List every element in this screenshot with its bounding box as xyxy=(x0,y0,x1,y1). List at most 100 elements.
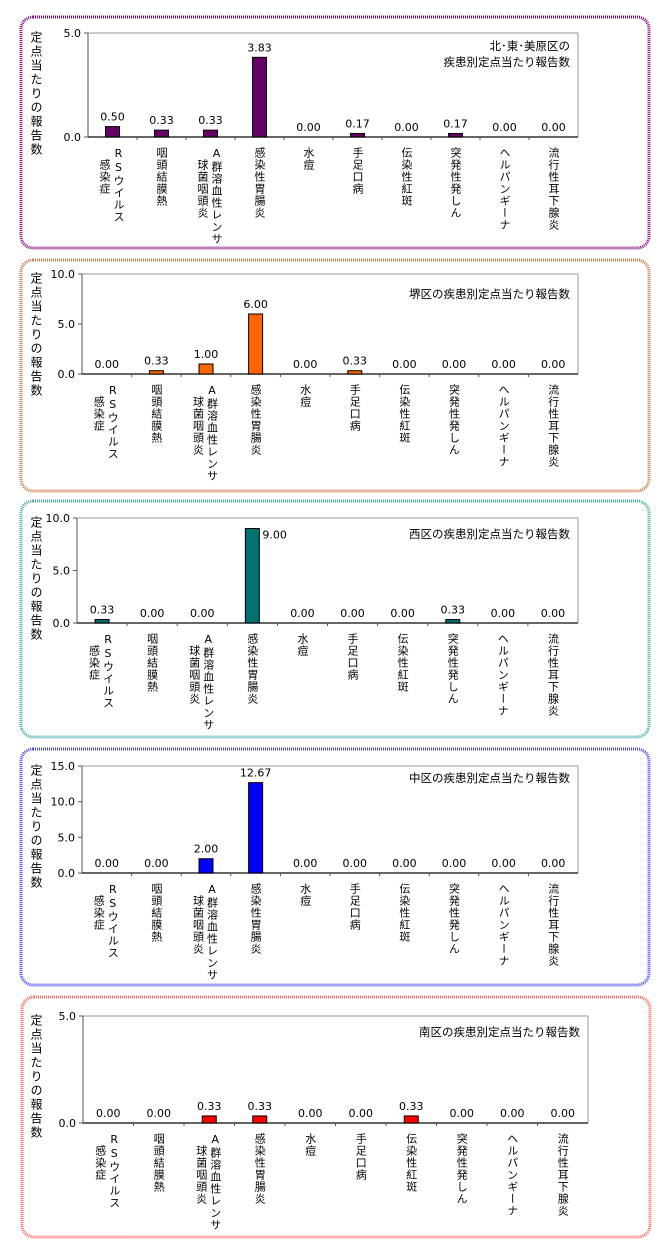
category-label: 感染症 xyxy=(92,396,105,432)
category-label: 球菌咽頭炎 xyxy=(195,1144,208,1205)
category-label: 突発性発しん xyxy=(446,632,459,705)
category-label: 咽頭結膜熱 xyxy=(155,147,168,207)
category-label: 球菌咽頭炎 xyxy=(188,644,201,705)
data-label: 0.00 xyxy=(394,121,419,134)
data-label: 0.00 xyxy=(95,358,120,371)
bar xyxy=(94,619,110,624)
data-label: 0.00 xyxy=(541,358,566,371)
category-label: 球菌咽頭炎 xyxy=(196,158,209,219)
category-label: RSウイルス xyxy=(112,147,125,223)
bar xyxy=(201,1115,217,1124)
bar xyxy=(445,619,461,624)
data-label: 0.00 xyxy=(491,857,516,870)
data-label: 0.00 xyxy=(349,1107,374,1120)
data-label: 0.33 xyxy=(399,1100,424,1113)
data-label: 0.00 xyxy=(491,607,516,620)
chart-frame xyxy=(19,499,651,739)
chart-title: 西区の疾患別定点当たり報告数 xyxy=(409,527,570,541)
category-label: ヘルパンギーナ xyxy=(498,147,511,231)
category-label: 感染症 xyxy=(98,159,111,195)
y-tick-label: 5.0 xyxy=(53,565,71,578)
category-label: 伝染性紅斑 xyxy=(400,147,413,207)
data-label: 0.00 xyxy=(140,607,165,620)
chart-frame xyxy=(19,15,651,250)
bar xyxy=(198,363,214,375)
category-label: RSウイルス xyxy=(102,633,115,709)
category-label: ヘルパンギーナ xyxy=(496,633,509,717)
bar xyxy=(203,129,218,138)
category-label: RSウイルス xyxy=(108,1133,121,1209)
category-label: 感染症 xyxy=(94,1145,107,1181)
category-label: 流行性耳下腺炎 xyxy=(556,1132,569,1217)
bar xyxy=(248,782,264,874)
category-label: 咽頭結膜熱 xyxy=(146,633,159,693)
bar xyxy=(347,370,363,375)
category-label: 球菌咽頭炎 xyxy=(192,395,205,456)
y-axis-label: 定点当たりの報告数 xyxy=(29,30,43,157)
category-label: 手足口病 xyxy=(346,632,359,681)
category-label: 伝染性紅斑 xyxy=(398,883,411,943)
category-label: 感染性胃腸炎 xyxy=(246,633,259,705)
category-label: 突発性発しん xyxy=(455,1132,468,1205)
y-tick-label: 0.0 xyxy=(64,131,82,144)
category-label: A群溶血性レンサ xyxy=(202,633,215,731)
data-label: 0.00 xyxy=(500,1107,525,1120)
category-label: 突発性発しん xyxy=(448,383,461,456)
data-label: 0.00 xyxy=(450,1107,475,1120)
data-label: 0.00 xyxy=(144,857,169,870)
bar xyxy=(148,370,164,375)
bar xyxy=(252,1115,268,1124)
data-label: 0.00 xyxy=(541,607,566,620)
bar xyxy=(403,1115,419,1124)
chart-frame xyxy=(19,258,651,493)
data-label: 0.33 xyxy=(343,355,368,368)
bar xyxy=(448,132,463,138)
category-label: 咽頭結膜熱 xyxy=(150,883,163,943)
category-label: 感染性胃腸炎 xyxy=(249,384,262,456)
data-label: 0.33 xyxy=(144,355,169,368)
category-label: 伝染性紅斑 xyxy=(396,633,409,693)
bar xyxy=(244,528,260,624)
data-label: 0.00 xyxy=(390,607,415,620)
chart-frame xyxy=(20,995,652,1239)
bar xyxy=(198,858,214,874)
data-label: 0.00 xyxy=(293,358,318,371)
bar xyxy=(105,126,120,138)
data-label: 0.00 xyxy=(96,1107,121,1120)
y-axis-label: 定点当たりの報告数 xyxy=(29,271,43,398)
data-label: 0.00 xyxy=(147,1107,172,1120)
y-tick-label: 10.0 xyxy=(51,796,76,809)
chart-2: 0.0 5.0 10.0 定点当たりの報告数 堺区の疾患別定点当たり報告数 0.00 RSウ… xyxy=(19,258,651,493)
data-label: 0.00 xyxy=(491,358,516,371)
y-tick-label: 5.0 xyxy=(64,27,82,40)
data-label: 0.00 xyxy=(392,857,417,870)
category-label: 流行性耳下腺炎 xyxy=(546,632,559,717)
y-axis-label: 定点当たりの報告数 xyxy=(29,515,43,642)
y-tick-label: 10.0 xyxy=(51,268,76,281)
y-tick-label: 10.0 xyxy=(46,512,71,525)
category-label: 感染性胃腸炎 xyxy=(253,147,266,219)
data-label: 0.00 xyxy=(442,358,467,371)
category-label: 感染症 xyxy=(92,895,105,931)
chart-title: 堺区の疾患別定点当たり報告数 xyxy=(409,287,570,301)
category-label: 流行性耳下腺炎 xyxy=(547,882,560,967)
y-tick-label: 15.0 xyxy=(51,760,76,773)
chart-4: 0.0 5.0 10.0 15.0 定点当たりの報告数 中区の疾患別定点当たり報告数 0.0… xyxy=(19,747,651,987)
bar xyxy=(154,129,169,138)
category-label: A群溶血性レンサ xyxy=(209,1133,222,1231)
data-label: 0.33 xyxy=(90,604,115,617)
category-label: 手足口病 xyxy=(354,1132,367,1181)
data-label: 0.00 xyxy=(551,1107,576,1120)
data-label: 0.50 xyxy=(100,111,125,124)
y-tick-label: 5.0 xyxy=(58,831,76,844)
category-label: A群溶血性レンサ xyxy=(206,883,219,981)
data-label: 0.00 xyxy=(296,121,321,134)
category-label: ヘルパンギーナ xyxy=(506,1133,519,1217)
category-label: 感染性胃腸炎 xyxy=(249,883,262,955)
category-label: 水痘 xyxy=(296,633,309,657)
category-label: 伝染性紅斑 xyxy=(405,1133,418,1193)
data-label: 0.00 xyxy=(298,1107,323,1120)
